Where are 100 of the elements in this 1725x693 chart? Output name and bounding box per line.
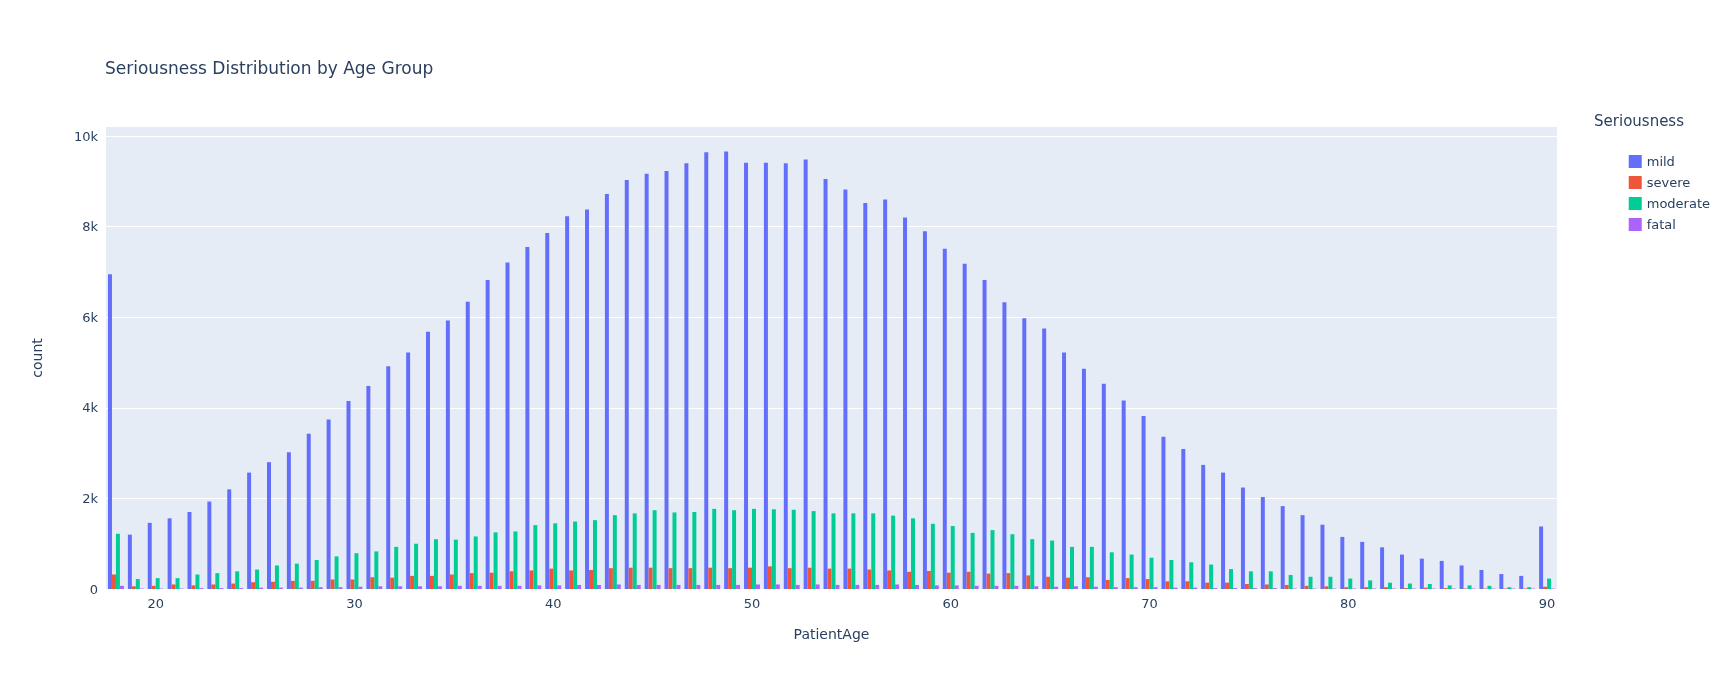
bar <box>903 217 908 589</box>
bar <box>465 301 470 589</box>
bar <box>883 199 888 589</box>
bar <box>1181 449 1186 589</box>
bar <box>1368 580 1373 589</box>
bar <box>1304 585 1309 589</box>
bar <box>1348 578 1353 589</box>
bar <box>334 556 339 589</box>
bar <box>1006 573 1011 589</box>
bar <box>215 573 220 589</box>
bar <box>1034 586 1039 589</box>
bar <box>1042 328 1047 589</box>
bar <box>835 584 840 589</box>
x-tick-label: 40 <box>544 596 562 611</box>
bar <box>851 513 856 589</box>
bar <box>1105 579 1110 589</box>
bar <box>131 586 136 589</box>
bar <box>489 572 494 589</box>
bar <box>517 585 522 589</box>
bar <box>1407 583 1412 589</box>
bar <box>378 586 383 589</box>
bar <box>628 567 633 589</box>
bar <box>807 567 812 589</box>
bar <box>708 567 713 589</box>
bar <box>895 584 900 589</box>
bar <box>994 585 999 589</box>
bar <box>704 152 709 589</box>
bar <box>330 579 335 589</box>
bar <box>394 546 399 589</box>
bar <box>1539 526 1544 589</box>
bar <box>823 179 828 589</box>
bar <box>624 179 629 589</box>
bar <box>1308 576 1313 589</box>
bar <box>732 510 737 589</box>
bar <box>1288 574 1293 589</box>
bar <box>1388 582 1393 589</box>
bar <box>211 584 216 589</box>
bar <box>907 571 912 589</box>
bar <box>191 585 196 589</box>
bar <box>911 518 915 589</box>
bar <box>914 584 919 589</box>
bar <box>557 585 562 589</box>
bar <box>485 280 490 589</box>
bar <box>1161 436 1166 589</box>
y-tick-label: 0 <box>89 581 98 597</box>
bar <box>1101 383 1106 589</box>
bar <box>525 247 530 589</box>
bar <box>429 575 434 589</box>
bar <box>1221 472 1226 589</box>
bar <box>107 274 112 589</box>
bar <box>791 509 796 589</box>
bar <box>1030 539 1035 589</box>
bar <box>775 584 780 589</box>
bar <box>354 553 359 589</box>
bar <box>235 571 240 589</box>
bar <box>410 575 415 589</box>
bar <box>1399 554 1404 589</box>
bar <box>231 583 236 589</box>
bar <box>688 568 693 589</box>
bar <box>509 571 514 589</box>
bar <box>449 574 454 589</box>
bar <box>1328 576 1333 589</box>
bar <box>811 511 816 589</box>
bar <box>549 568 554 589</box>
bar <box>1165 581 1170 589</box>
bar <box>418 586 423 589</box>
bar <box>795 584 800 589</box>
bar <box>251 582 256 589</box>
bar <box>497 585 502 589</box>
bar <box>195 574 200 589</box>
bar <box>1419 558 1424 589</box>
bar <box>771 509 776 589</box>
y-tick-label: 8k <box>82 219 99 235</box>
x-tick-label: 50 <box>743 596 761 611</box>
bar <box>1229 569 1234 589</box>
bar <box>147 522 152 589</box>
bar <box>398 586 403 589</box>
bar <box>1447 585 1452 589</box>
bar <box>529 570 534 589</box>
bar <box>533 525 538 589</box>
bar <box>577 584 582 589</box>
bar <box>386 366 391 589</box>
bar <box>1459 565 1464 589</box>
bar <box>350 579 355 589</box>
bar <box>966 571 971 589</box>
bar <box>1467 585 1472 589</box>
bar <box>1487 585 1492 589</box>
bar <box>426 331 430 589</box>
bar <box>712 508 717 589</box>
bar <box>171 584 176 589</box>
bar <box>207 501 212 589</box>
bar <box>934 585 939 589</box>
bar <box>1240 487 1245 589</box>
bar <box>1169 560 1174 589</box>
bar <box>1070 546 1074 589</box>
bar <box>887 570 892 589</box>
bar <box>596 584 601 589</box>
x-tick-label: 30 <box>346 596 363 611</box>
bar <box>414 543 419 589</box>
bar <box>1085 577 1090 589</box>
